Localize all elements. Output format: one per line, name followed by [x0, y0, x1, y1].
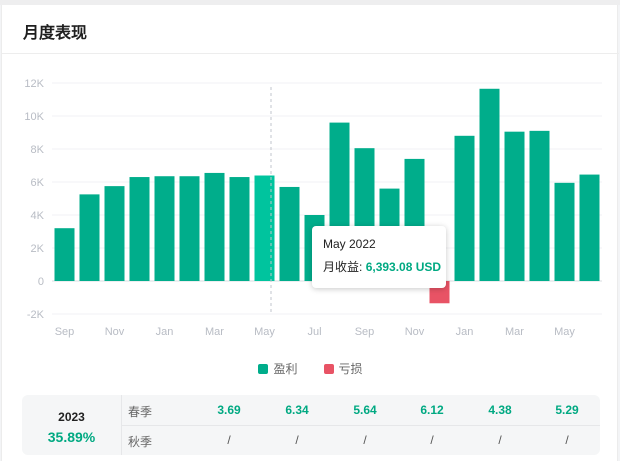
- table-vertical-divider: [121, 395, 122, 455]
- x-tick-label: Mar: [505, 326, 524, 338]
- summary-cell: /: [565, 433, 569, 447]
- summary-year-return: 35.89%: [47, 429, 96, 445]
- bar[interactable]: [154, 176, 175, 281]
- tooltip-label: 月收益:: [323, 260, 363, 274]
- seasonal-summary-table: 2023 35.89% 春季 3.69 6.34 5.64 6.12 4.38 …: [22, 395, 600, 455]
- summary-cell: 6.34: [285, 403, 309, 417]
- summary-cell: /: [295, 433, 299, 447]
- y-tick-label: 6K: [31, 177, 45, 189]
- summary-cell: 5.64: [353, 403, 377, 417]
- bar[interactable]: [204, 172, 225, 281]
- summary-row-label: 春季: [128, 405, 153, 419]
- legend-label-profit: 盈利: [273, 362, 298, 376]
- bar[interactable]: [79, 194, 100, 281]
- x-tick-label: Mar: [205, 326, 224, 338]
- y-tick-label: 0: [38, 276, 44, 288]
- tooltip-value: 6,393.08 USD: [365, 260, 442, 274]
- card-title: 月度表现: [23, 25, 88, 42]
- y-tick-label: -2K: [27, 309, 45, 321]
- bar[interactable]: [554, 182, 575, 281]
- bar[interactable]: [129, 177, 150, 281]
- legend-swatch-loss: [323, 363, 334, 374]
- bar[interactable]: [54, 228, 75, 281]
- x-tick-label: Jan: [156, 326, 174, 338]
- summary-cell: 6.12: [420, 403, 444, 417]
- bar[interactable]: [279, 186, 300, 281]
- summary-cell: /: [363, 433, 367, 447]
- x-tick-label: May: [554, 326, 575, 338]
- summary-cell: 5.29: [555, 403, 579, 417]
- y-axis-ticks: 12K 10K 8K 6K 4K 2K 0 -2K: [24, 78, 44, 321]
- y-tick-label: 2K: [31, 243, 45, 255]
- bar[interactable]: [179, 176, 200, 281]
- legend-item-loss[interactable]: 亏损: [323, 360, 363, 377]
- summary-row-label: 秋季: [128, 435, 153, 449]
- legend-item-profit[interactable]: 盈利: [258, 360, 298, 377]
- x-tick-label: Sep: [355, 326, 375, 338]
- card-header: 月度表现: [2, 5, 619, 54]
- y-tick-label: 8K: [31, 144, 45, 156]
- summary-cell: 3.69: [217, 403, 241, 417]
- bar[interactable]: [529, 130, 550, 281]
- y-tick-label: 4K: [31, 210, 45, 222]
- x-tick-label: May: [254, 326, 275, 338]
- x-tick-label: Jan: [456, 326, 474, 338]
- bar[interactable]: [504, 131, 525, 281]
- top-strip: [0, 0, 620, 5]
- summary-cell: 4.38: [488, 403, 512, 417]
- year-cell: 2023 35.89%: [22, 395, 121, 455]
- tooltip-row: 月收益: 6,393.08 USD: [323, 258, 446, 275]
- x-tick-label: Jul: [307, 326, 321, 338]
- summary-cell: /: [227, 433, 231, 447]
- chart-bars: [54, 88, 600, 304]
- legend-swatch-profit: [258, 363, 269, 374]
- bar[interactable]: [479, 88, 500, 282]
- bar[interactable]: [579, 174, 600, 281]
- x-tick-label: Sep: [55, 326, 75, 338]
- x-tick-label: Nov: [405, 326, 425, 338]
- table-horizontal-divider: [122, 425, 600, 426]
- summary-cell: /: [498, 433, 502, 447]
- chart-tooltip: May 2022 月收益: 6,393.08 USD: [312, 226, 446, 288]
- tooltip-title: May 2022: [323, 237, 376, 251]
- summary-cell: /: [430, 433, 434, 447]
- bar[interactable]: [454, 135, 475, 281]
- summary-row-autumn: 秋季 / / / / / /: [122, 425, 600, 455]
- y-tick-label: 10K: [24, 111, 44, 123]
- monthly-performance-card: 月度表现 12K 10K 8K 6K 4K 2K 0 -2K Sep Nov Jan Mar May J…: [1, 5, 619, 461]
- y-tick-label: 12K: [24, 78, 44, 90]
- bar[interactable]: [104, 186, 125, 281]
- legend-label-loss: 亏损: [338, 362, 363, 376]
- bar[interactable]: [229, 177, 250, 281]
- summary-row-spring: 春季 3.69 6.34 5.64 6.12 4.38 5.29: [122, 395, 600, 425]
- x-tick-label: Nov: [105, 326, 125, 338]
- x-axis-ticks: Sep Nov Jan Mar May Jul Sep Nov Jan Mar May: [55, 326, 576, 338]
- summary-year: 2023: [58, 410, 85, 424]
- bar[interactable]: [254, 175, 275, 281]
- chart-legend: 盈利 亏损: [2, 360, 619, 377]
